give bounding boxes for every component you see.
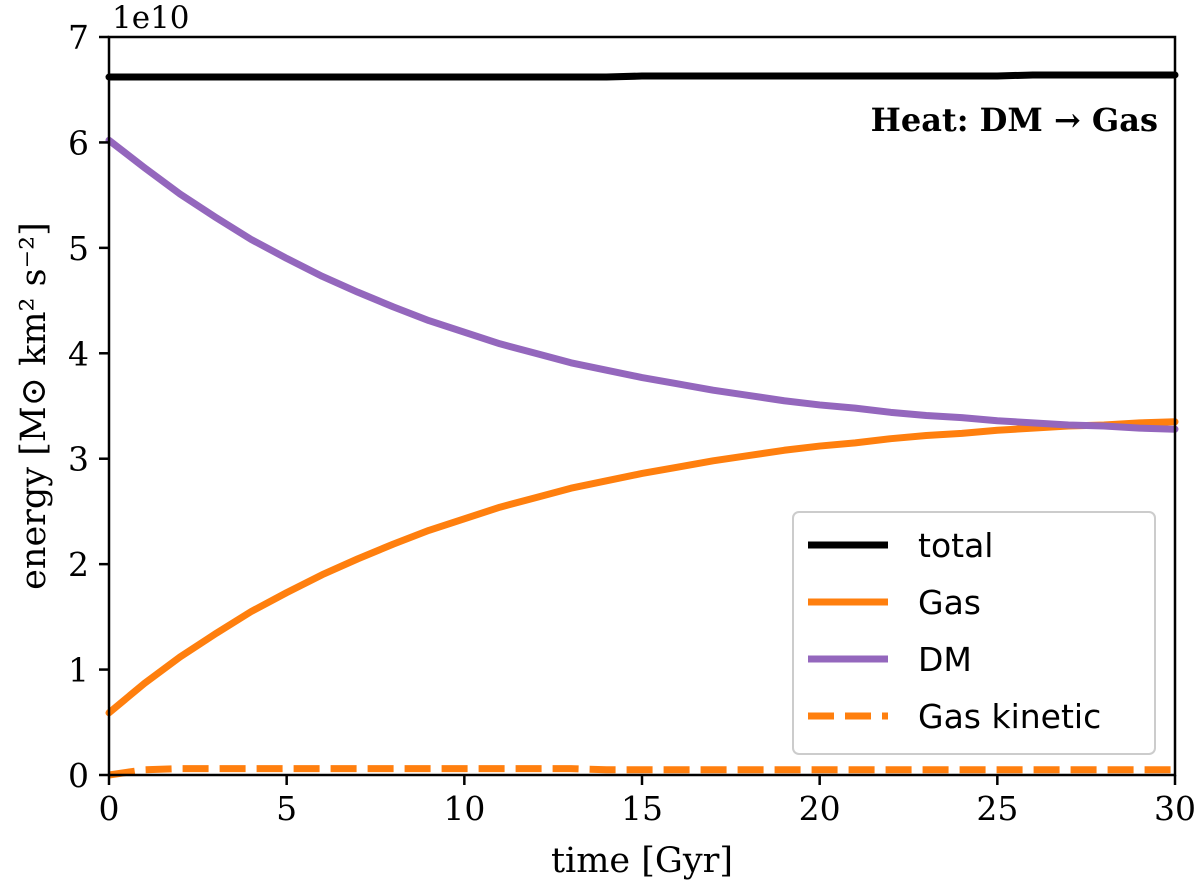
y-offset-label: 1e10 <box>112 0 190 36</box>
labels-group: 0 5 10 15 20 25 30 0 1 2 3 4 5 6 7 1e10 time [Gyr] energy… <box>14 0 1196 881</box>
series-line-gas <box>105 418 1179 717</box>
y-tick-label: 6 <box>68 123 89 162</box>
legend-label-dm: DM <box>918 640 972 679</box>
y-tick-label: 0 <box>68 756 89 795</box>
legend-label-gas-kinetic: Gas kinetic <box>918 697 1101 736</box>
x-tick-label: 15 <box>621 789 663 828</box>
legend-label-gas: Gas <box>918 583 981 622</box>
x-tick-label: 10 <box>443 789 485 828</box>
y-tick-label: 2 <box>68 545 89 584</box>
y-tick-label: 4 <box>68 334 89 373</box>
x-tick-label: 0 <box>99 789 120 828</box>
series-group <box>105 71 1179 779</box>
legend: total Gas DM Gas kinetic <box>792 511 1156 755</box>
annotation-text: Heat: DM → Gas <box>871 101 1158 139</box>
y-tick-label: 5 <box>68 229 89 268</box>
series-line-gas-kinetic <box>108 765 1175 779</box>
legend-box <box>792 511 1156 755</box>
x-tick-label: 20 <box>799 789 841 828</box>
series-line-total <box>105 71 1179 81</box>
y-tick-label: 1 <box>68 651 89 690</box>
legend-label-total: total <box>918 526 993 565</box>
x-axis-label: time [Gyr] <box>551 841 733 881</box>
x-tick-label: 25 <box>976 789 1018 828</box>
axes-group <box>99 35 1177 785</box>
x-tick-label: 5 <box>276 789 297 828</box>
y-tick-label: 7 <box>68 18 89 57</box>
y-tick-label: 3 <box>68 440 89 479</box>
y-axis-label: energy [M⊙ km² s⁻²] <box>14 222 54 590</box>
x-tick-label: 30 <box>1154 789 1196 828</box>
series-line-dm <box>105 136 1179 433</box>
